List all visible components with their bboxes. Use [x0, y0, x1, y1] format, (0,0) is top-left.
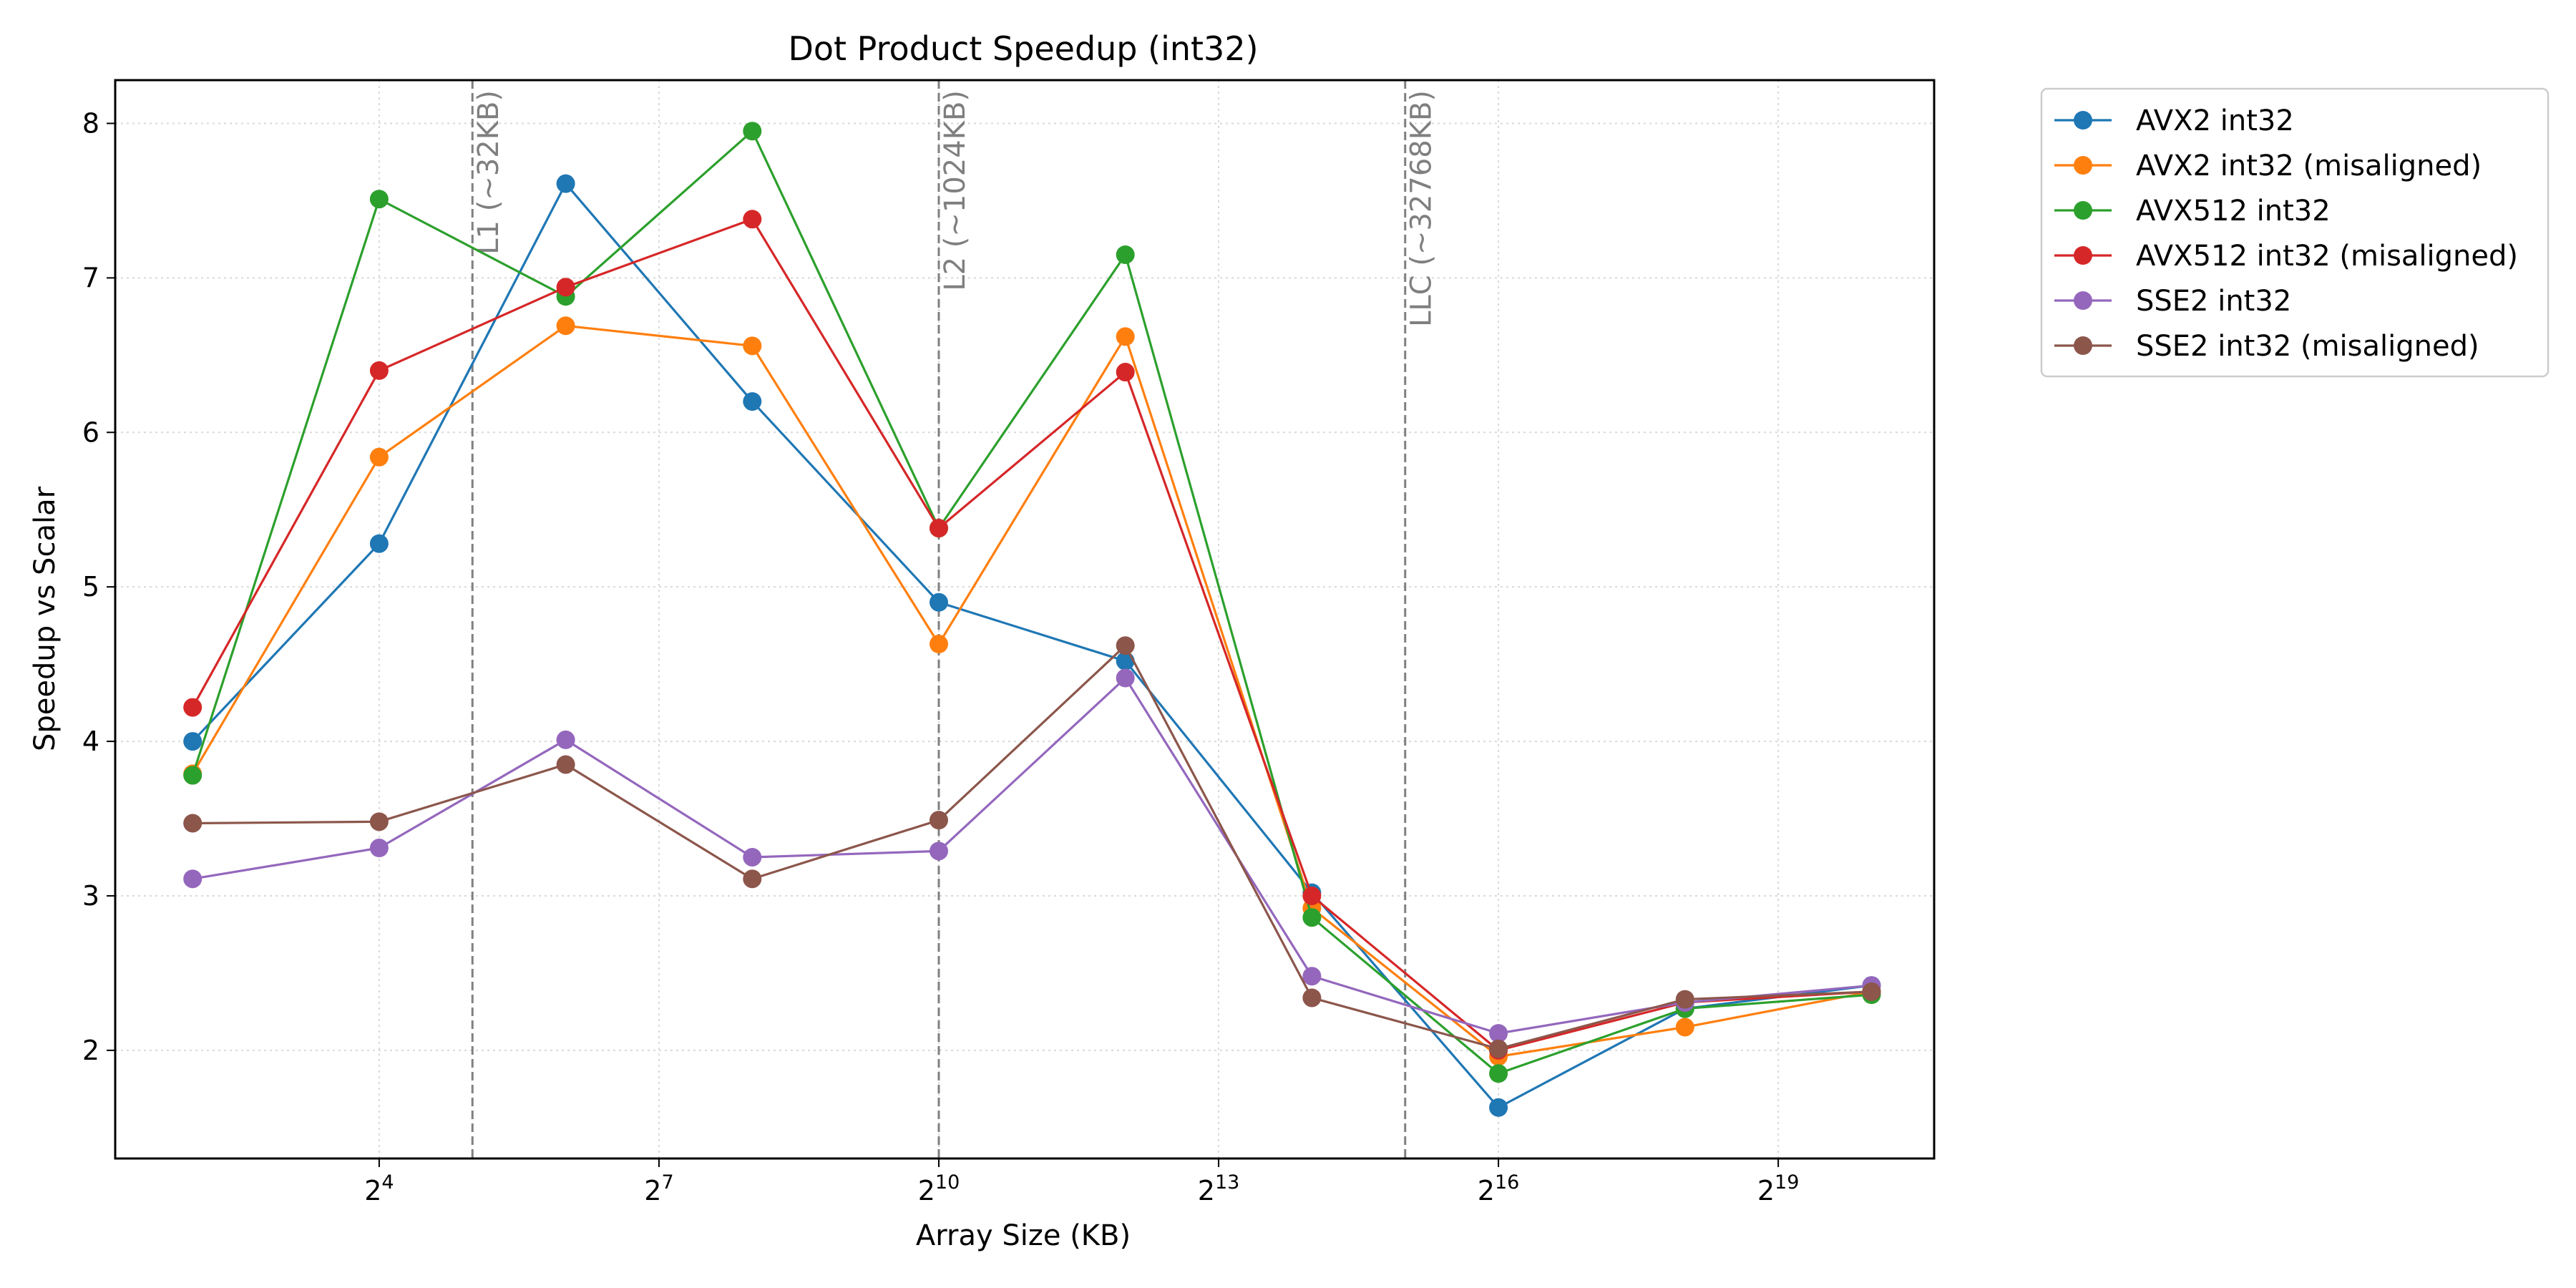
series-line [191, 218, 1872, 1052]
series-line [191, 324, 1872, 1058]
data-point [1116, 668, 1135, 688]
y-tick-label: 2 [82, 1035, 99, 1066]
data-point [929, 592, 948, 612]
series-5 [183, 636, 1881, 1058]
data-point [556, 316, 575, 336]
data-point [183, 732, 203, 751]
data-point [183, 766, 203, 785]
data-point [1489, 1039, 1508, 1058]
plot-frame [114, 79, 1936, 1160]
data-point [1116, 245, 1135, 264]
x-axis: 24 27 210 213 216 219 [364, 1158, 1799, 1206]
x-tick-label: 210 [918, 1171, 960, 1206]
data-point [369, 534, 389, 553]
data-point [929, 519, 948, 538]
data-point [556, 755, 575, 774]
series-3 [183, 210, 1881, 1060]
legend-label: SSE2 int32 (misaligned) [2136, 330, 2479, 363]
data-point [1116, 636, 1135, 655]
data-point [929, 811, 948, 830]
data-point [369, 812, 389, 831]
cache-boundary-label: L2 (~1024KB) [939, 90, 972, 291]
data-point [556, 174, 575, 193]
x-axis-label: Array Size (KB) [916, 1219, 1131, 1252]
legend-label: AVX512 int32 [2136, 195, 2331, 228]
series-group [183, 122, 1881, 1117]
data-point [929, 635, 948, 654]
cache-boundary-label: L1 (~32KB) [472, 90, 505, 255]
data-point [1302, 908, 1322, 927]
data-point [1862, 982, 1881, 1001]
legend-marker [2074, 201, 2092, 220]
legend: AVX2 int32 AVX2 int32 (misaligned) AVX512 … [2040, 87, 2550, 378]
data-point [183, 814, 203, 833]
chart-title: Dot Product Speedup (int32) [788, 29, 1258, 68]
x-tick-label: 216 [1478, 1171, 1520, 1206]
data-point [1302, 886, 1322, 905]
y-axis-label: Speedup vs Scalar [29, 486, 62, 751]
data-point [369, 839, 389, 858]
legend-label: AVX2 int32 [2136, 104, 2294, 137]
data-point [369, 447, 389, 467]
data-point [556, 730, 575, 749]
data-point [369, 361, 389, 380]
y-tick-label: 4 [82, 726, 99, 757]
y-tick-label: 7 [82, 262, 99, 293]
data-point [743, 336, 762, 356]
x-tick-label: 24 [364, 1171, 394, 1206]
data-point [1116, 327, 1135, 346]
data-point [929, 841, 948, 861]
cache-boundary-label: LLC (~32768KB) [1405, 90, 1438, 327]
legend-marker [2074, 291, 2092, 310]
series-0 [183, 174, 1881, 1117]
series-line [191, 130, 1872, 1075]
series-4 [183, 668, 1881, 1043]
y-tick-label: 3 [82, 880, 99, 912]
legend-label: AVX512 int32 (misaligned) [2136, 240, 2518, 273]
data-point [1302, 988, 1322, 1008]
series-2 [183, 122, 1881, 1083]
data-point [1489, 1064, 1508, 1083]
y-tick-label: 5 [82, 571, 99, 602]
legend-marker [2074, 336, 2092, 355]
y-tick-label: 6 [82, 416, 99, 448]
x-tick-label: 219 [1757, 1171, 1800, 1206]
data-point [743, 869, 762, 889]
data-point [183, 698, 203, 717]
data-point [183, 869, 203, 889]
data-point [743, 392, 762, 411]
x-tick-label: 27 [644, 1171, 673, 1206]
data-point [1116, 363, 1135, 382]
data-point [1675, 1018, 1694, 1037]
legend-frame [2040, 87, 2550, 378]
x-tick-label: 213 [1198, 1171, 1240, 1206]
legend-marker [2074, 246, 2092, 265]
y-axis: 2 3 4 5 6 7 8 [82, 107, 115, 1066]
data-point [556, 278, 575, 297]
legend-label: AVX2 int32 (misaligned) [2136, 150, 2482, 182]
data-point [743, 210, 762, 229]
data-point [743, 847, 762, 867]
series-line [192, 182, 1872, 1109]
data-point [1489, 1098, 1508, 1117]
grid [115, 80, 1934, 1158]
data-point [369, 190, 389, 209]
data-point [743, 122, 762, 141]
legend-marker [2074, 111, 2092, 130]
series-line [192, 644, 1872, 1050]
legend-marker [2074, 156, 2092, 175]
cache-annotations: L1 (~32KB) L2 (~1024KB) LLC (~32768KB) [471, 80, 1438, 1158]
data-point [1302, 967, 1322, 986]
legend-label: SSE2 int32 [2136, 285, 2291, 318]
data-point [1675, 990, 1694, 1009]
y-tick-label: 8 [82, 107, 99, 139]
data-point [1489, 1024, 1508, 1043]
